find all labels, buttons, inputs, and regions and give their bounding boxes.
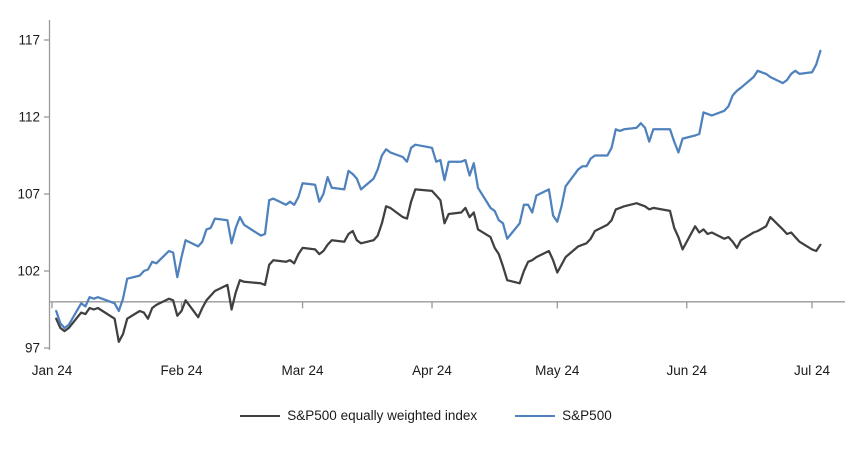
legend-item: S&P500 [515, 408, 612, 423]
x-axis-tick-label: Mar 24 [282, 363, 325, 378]
y-axis-tick-label: 112 [18, 110, 40, 125]
x-axis-tick-label: Feb 24 [160, 363, 203, 378]
x-axis-tick-label: Jun 24 [666, 363, 707, 378]
legend-line-swatch [240, 414, 281, 417]
x-axis-tick-label: Apr 24 [412, 363, 452, 378]
x-axis-tick-label: Jul 24 [794, 363, 831, 378]
x-axis-tick-label: Jan 24 [32, 363, 73, 378]
y-axis-tick-label: 117 [18, 33, 40, 48]
chart-legend: S&P500 equally weighted index S&P500 [0, 408, 852, 423]
legend-item: S&P500 equally weighted index [240, 408, 477, 423]
x-axis-tick-label: May 24 [535, 363, 580, 378]
y-axis-tick-label: 97 [25, 341, 40, 356]
series-line-s-p500 [55, 49, 822, 330]
legend-label: S&P500 [562, 408, 612, 423]
series-line-s-p500-equally-weighted-index [55, 188, 822, 343]
legend-line-swatch [515, 414, 556, 417]
y-axis-tick-label: 102 [17, 264, 40, 279]
legend-label: S&P500 equally weighted index [287, 408, 478, 423]
y-axis-tick-label: 107 [17, 187, 40, 202]
